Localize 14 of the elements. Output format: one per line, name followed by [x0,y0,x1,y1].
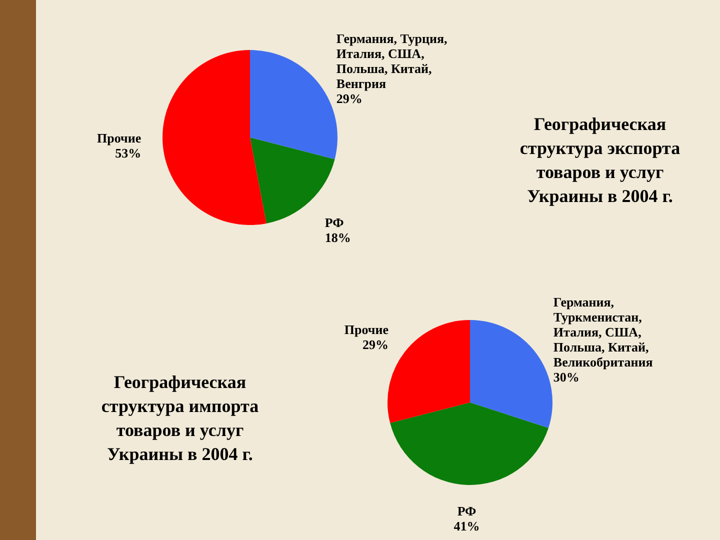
data-label: 41% [454,518,480,534]
slice-label: Германия, Туркменистан, Италия, США, Польша, Китай, Великобритания [553,294,653,370]
data-label: 29% [362,337,389,352]
data-label: 18% [324,230,351,246]
slice-label: Прочие [97,130,142,146]
data-label: 53% [115,146,142,161]
slice-label: Прочие [344,322,389,338]
text: Географическая структура экспорта товаров и услуг Украины в 2004 г. [518,113,682,208]
slice-label: Германия, Турция, Италия, США, Польша, Китай, Венгрия [336,30,448,91]
slice-label: РФ [324,215,344,230]
data-label: 29% [336,90,362,106]
text: Географическая структура импорта товаров и услуг Украины в 2004 г. [100,371,260,466]
data-label: 30% [553,370,580,385]
slice-label: РФ [457,503,476,518]
